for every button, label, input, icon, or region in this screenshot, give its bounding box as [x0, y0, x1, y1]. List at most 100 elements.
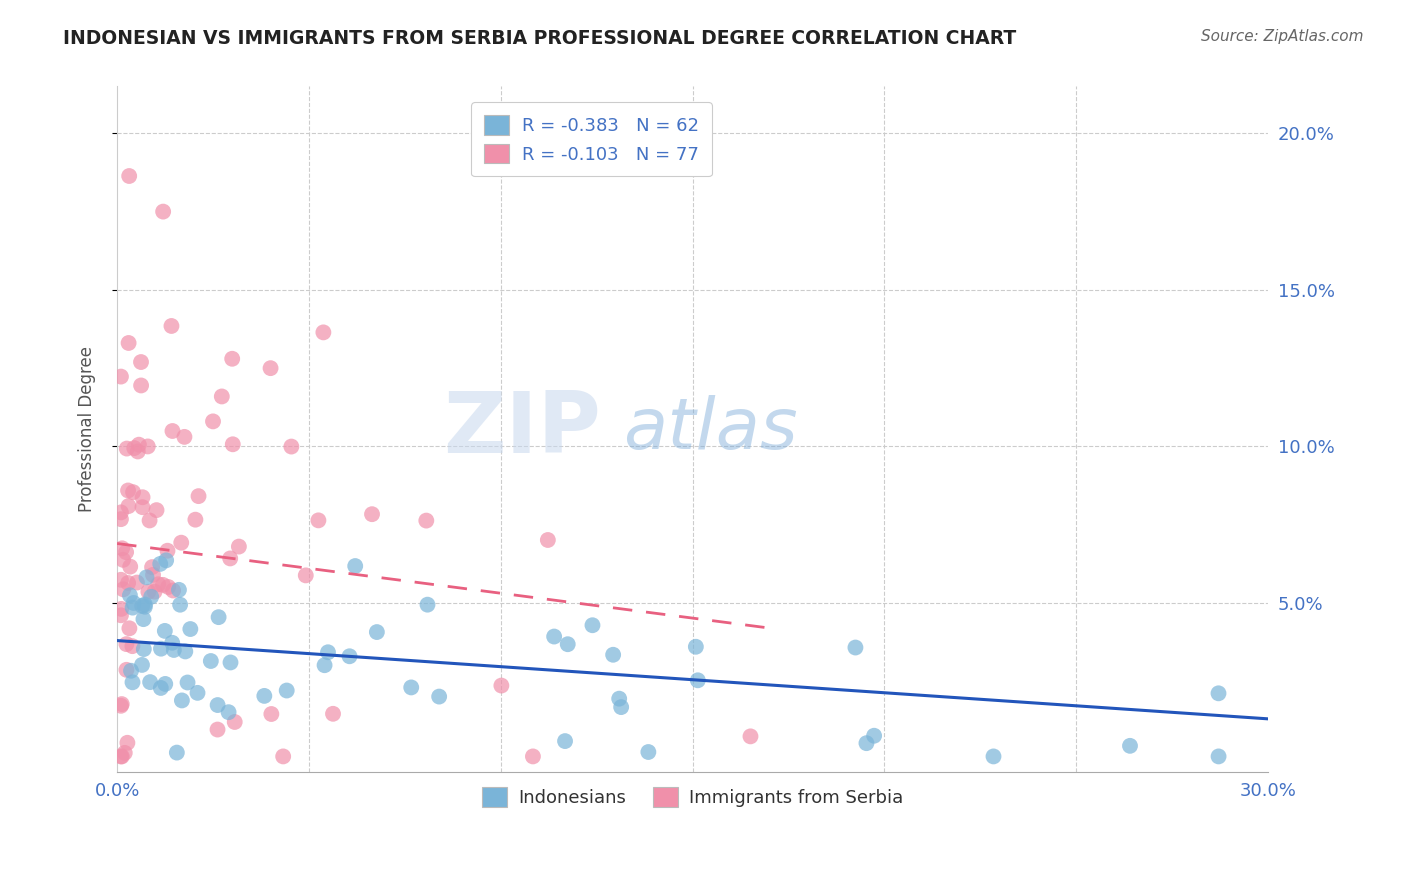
Point [170, 693, 193, 707]
Point [121, 639, 143, 653]
Point [174, 644, 197, 658]
Point [339, 649, 361, 664]
Point [111, 749, 134, 764]
Point [581, 618, 603, 632]
Point [169, 598, 191, 612]
Point [1208, 749, 1230, 764]
Point [740, 730, 762, 744]
Point [155, 553, 177, 567]
Point [294, 568, 316, 582]
Point [111, 697, 134, 711]
Point [399, 681, 422, 695]
Point [253, 689, 276, 703]
Point [228, 540, 250, 554]
Point [110, 698, 132, 713]
Point [131, 657, 153, 672]
Point [314, 658, 336, 673]
Point [163, 643, 186, 657]
Point [132, 642, 155, 657]
Point [211, 389, 233, 403]
Point [219, 551, 242, 566]
Point [162, 424, 184, 438]
Point [155, 677, 177, 691]
Point [427, 690, 450, 704]
Point [111, 541, 134, 556]
Point [152, 204, 174, 219]
Y-axis label: Professional Degree: Professional Degree [79, 346, 96, 512]
Point [112, 582, 135, 597]
Point [184, 513, 207, 527]
Point [221, 351, 243, 366]
Point [111, 553, 134, 567]
Point [316, 645, 339, 659]
Point [219, 656, 242, 670]
Point [610, 700, 633, 714]
Point [114, 746, 136, 760]
Point [276, 683, 298, 698]
Point [135, 570, 157, 584]
Point [166, 746, 188, 760]
Point [134, 598, 156, 612]
Point [110, 602, 132, 616]
Point [120, 664, 142, 678]
Point [117, 736, 139, 750]
Point [344, 559, 367, 574]
Point [207, 610, 229, 624]
Point [863, 729, 886, 743]
Point [207, 698, 229, 712]
Text: ZIP: ZIP [443, 388, 600, 471]
Point [110, 608, 132, 623]
Point [176, 675, 198, 690]
Point [1119, 739, 1142, 753]
Point [131, 490, 153, 504]
Point [145, 503, 167, 517]
Point [280, 440, 302, 454]
Point [218, 705, 240, 719]
Point [132, 612, 155, 626]
Point [128, 438, 150, 452]
Text: atlas: atlas [623, 395, 799, 464]
Point [129, 355, 152, 369]
Point [141, 560, 163, 574]
Point [167, 582, 190, 597]
Point [855, 736, 877, 750]
Point [983, 749, 1005, 764]
Point [110, 369, 132, 384]
Point [143, 584, 166, 599]
Point [125, 575, 148, 590]
Point [207, 723, 229, 737]
Point [602, 648, 624, 662]
Point [259, 361, 281, 376]
Point [156, 543, 179, 558]
Point [122, 596, 145, 610]
Point [222, 437, 245, 451]
Point [115, 637, 138, 651]
Point [173, 430, 195, 444]
Point [186, 686, 208, 700]
Point [117, 499, 139, 513]
Point [136, 439, 159, 453]
Point [685, 640, 707, 654]
Point [537, 533, 560, 547]
Point [844, 640, 866, 655]
Point [554, 734, 576, 748]
Point [120, 559, 142, 574]
Point [121, 675, 143, 690]
Point [131, 500, 153, 515]
Point [142, 567, 165, 582]
Point [118, 169, 141, 183]
Point [115, 442, 138, 456]
Point [187, 489, 209, 503]
Point [160, 318, 183, 333]
Point [138, 584, 160, 599]
Point [312, 326, 335, 340]
Point [131, 599, 153, 613]
Point [416, 598, 439, 612]
Point [129, 378, 152, 392]
Point [149, 557, 172, 571]
Point [637, 745, 659, 759]
Point [139, 675, 162, 690]
Point [141, 590, 163, 604]
Point [117, 576, 139, 591]
Point [202, 414, 225, 428]
